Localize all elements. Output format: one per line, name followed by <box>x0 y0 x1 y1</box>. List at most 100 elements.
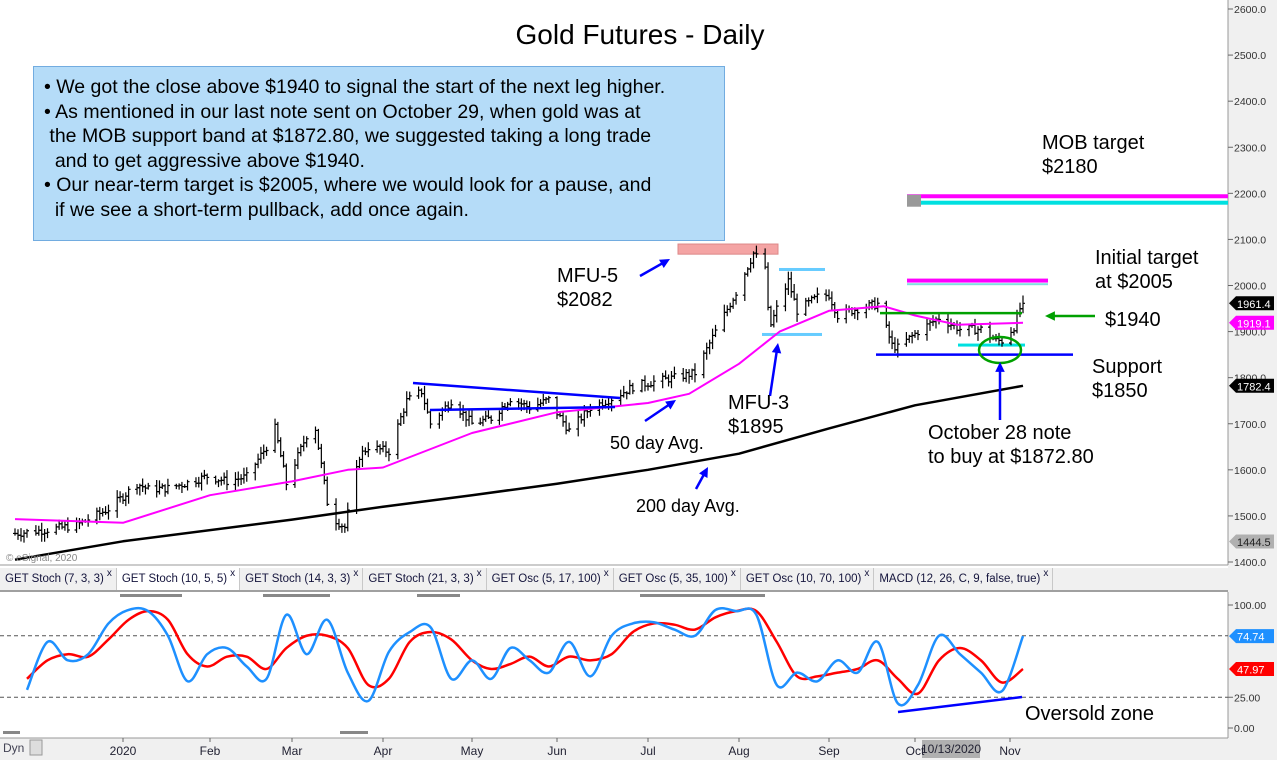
tab-label: GET Osc (5, 17, 100) <box>491 573 601 585</box>
mfu5-value: $2082 <box>557 289 613 311</box>
price-bar <box>239 474 244 485</box>
price-bar <box>768 305 773 328</box>
price-bar <box>742 272 747 301</box>
price-bar <box>646 383 650 391</box>
initial-target-label: Initial target <box>1095 247 1199 269</box>
x-tick-label: Mar <box>282 744 303 758</box>
osc-tick-label: 25.00 <box>1234 692 1260 704</box>
price-bar <box>193 477 198 488</box>
price-bar <box>62 521 67 531</box>
price-bar <box>806 297 811 307</box>
price-bar <box>731 297 736 309</box>
tab-indicator[interactable]: GET Stoch (14, 3, 3) x <box>240 568 364 590</box>
price-bar <box>222 472 227 485</box>
price-bar <box>774 300 779 323</box>
price-bar <box>497 410 502 425</box>
price-tag-value: 1961.4 <box>1237 299 1271 311</box>
tab-indicator[interactable]: GET Stoch (21, 3, 3) x <box>363 568 487 590</box>
tab-indicator[interactable]: GET Osc (5, 35, 100) x <box>614 568 741 590</box>
price-tag <box>1229 315 1274 330</box>
price-bar <box>42 528 47 542</box>
price-bar <box>336 518 341 530</box>
price-bar <box>301 435 306 452</box>
price-bar <box>500 401 505 421</box>
tab-label: GET Stoch (14, 3, 3) <box>245 573 351 585</box>
price-bar <box>792 284 797 301</box>
price-bar <box>202 469 207 480</box>
close-icon[interactable]: x <box>106 568 112 579</box>
mfu3-value: $1895 <box>728 416 784 438</box>
price-bar <box>292 458 297 488</box>
tab-indicator[interactable]: MACD (12, 26, C, 9, false, true) x <box>874 568 1054 590</box>
price-bar <box>621 385 626 398</box>
mfu5-label: MFU-5 <box>557 265 619 287</box>
close-icon[interactable]: x <box>476 568 482 579</box>
arrow-mfu5-head <box>659 259 670 269</box>
price-bar <box>284 463 289 491</box>
close-icon[interactable]: x <box>730 568 736 579</box>
price-bar <box>997 332 1001 346</box>
indicator-tabs: GET Stoch (7, 3, 3) x GET Stoch (10, 5, 5)… <box>0 568 1228 592</box>
price-bar <box>704 342 709 360</box>
price-bar <box>795 293 800 322</box>
price-bar <box>937 313 941 325</box>
arrow-mfu5 <box>639 260 666 278</box>
price-bar <box>916 330 920 341</box>
close-icon[interactable]: x <box>1043 568 1049 579</box>
tab-indicator[interactable]: GET Osc (10, 70, 100) x <box>741 568 875 590</box>
mfu-level-line <box>779 267 825 271</box>
note-line: and to get aggressive above $1940. <box>44 149 365 172</box>
osc-tick-label: 100.00 <box>1234 600 1266 612</box>
price-bar <box>398 412 403 426</box>
close-icon[interactable]: x <box>353 568 359 579</box>
tab-indicator[interactable]: GET Stoch (7, 3, 3) x <box>0 568 117 590</box>
price-bar <box>419 388 424 398</box>
x-tick-label: Feb <box>200 744 221 758</box>
arrow-mfu3 <box>768 348 779 397</box>
price-bar <box>224 470 229 491</box>
dyn-label[interactable]: Dyn <box>3 741 24 755</box>
price-bar <box>45 528 50 539</box>
osc-tick-label: 0.00 <box>1234 723 1255 735</box>
close-icon[interactable]: x <box>864 568 870 579</box>
y-tick-label: 2500.0 <box>1234 50 1266 62</box>
initial-target-band <box>907 283 1048 286</box>
y-tick-label: 2100.0 <box>1234 234 1266 246</box>
price-bar <box>401 408 406 425</box>
price-bar <box>179 481 184 494</box>
price-bar <box>827 289 831 301</box>
price-bar <box>298 443 303 457</box>
tab-indicator[interactable]: GET Osc (5, 17, 100) x <box>487 568 614 590</box>
tab-label: GET Stoch (21, 3, 3) <box>368 573 474 585</box>
close-icon[interactable]: x <box>230 568 236 579</box>
tab-indicator[interactable]: GET Stoch (10, 5, 5) x <box>116 568 241 590</box>
oscillator-pane <box>0 594 1228 734</box>
lock-icon[interactable] <box>29 739 43 756</box>
note-line: if we see a short-term pullback, add onc… <box>44 198 469 221</box>
overbought-marker <box>417 594 460 597</box>
price-bar <box>789 271 794 298</box>
price-bar <box>407 391 412 401</box>
stoch-slow-line <box>26 607 1024 696</box>
price-bar <box>609 397 614 412</box>
oversold-marker <box>340 731 368 734</box>
price-bar <box>470 409 474 425</box>
price-bar <box>651 375 656 392</box>
price-bar <box>422 385 427 411</box>
price-bar <box>464 411 469 427</box>
x-tick-label: May <box>461 744 484 758</box>
price-bar <box>642 375 647 392</box>
price-bar <box>177 483 182 490</box>
price-bar <box>121 493 125 504</box>
cursor-date: 10/13/2020 <box>921 742 981 756</box>
price-bar <box>241 467 246 484</box>
price-bar <box>185 479 190 491</box>
price-bar <box>771 309 776 328</box>
commentary-box: • We got the close above $1940 to signal… <box>33 66 725 241</box>
price-bar <box>278 437 283 458</box>
price-bar <box>728 302 733 313</box>
close-icon[interactable]: x <box>603 568 609 579</box>
mob-target-line <box>907 194 1228 199</box>
price-bar <box>33 525 38 536</box>
x-tick-label: Oct <box>906 744 925 758</box>
